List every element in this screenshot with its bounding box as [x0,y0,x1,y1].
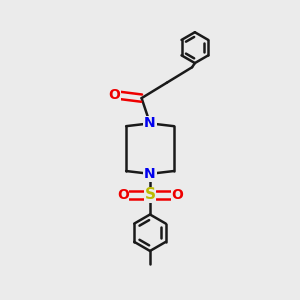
Text: O: O [108,88,120,102]
Text: N: N [144,116,156,130]
Text: N: N [144,167,156,181]
Text: O: O [171,188,183,202]
Text: O: O [117,188,129,202]
Text: S: S [145,188,155,202]
